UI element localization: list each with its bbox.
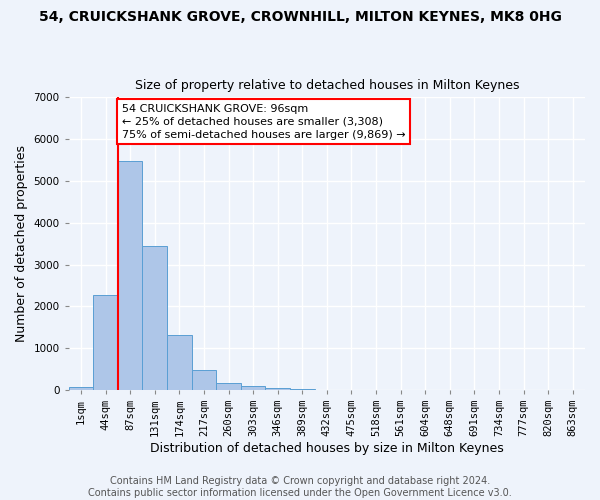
Bar <box>167 335 191 390</box>
Text: 54, CRUICKSHANK GROVE, CROWNHILL, MILTON KEYNES, MK8 0HG: 54, CRUICKSHANK GROVE, CROWNHILL, MILTON… <box>38 10 562 24</box>
Bar <box>265 388 290 390</box>
Bar <box>290 388 314 390</box>
Bar <box>216 383 241 390</box>
Text: 54 CRUICKSHANK GROVE: 96sqm
← 25% of detached houses are smaller (3,308)
75% of : 54 CRUICKSHANK GROVE: 96sqm ← 25% of det… <box>122 104 405 140</box>
Bar <box>142 246 167 390</box>
Bar <box>191 370 216 390</box>
Y-axis label: Number of detached properties: Number of detached properties <box>15 145 28 342</box>
Bar <box>69 386 93 390</box>
Bar <box>241 386 265 390</box>
Text: Contains HM Land Registry data © Crown copyright and database right 2024.
Contai: Contains HM Land Registry data © Crown c… <box>88 476 512 498</box>
X-axis label: Distribution of detached houses by size in Milton Keynes: Distribution of detached houses by size … <box>150 442 504 455</box>
Title: Size of property relative to detached houses in Milton Keynes: Size of property relative to detached ho… <box>134 79 519 92</box>
Bar <box>93 294 118 390</box>
Bar <box>118 161 142 390</box>
